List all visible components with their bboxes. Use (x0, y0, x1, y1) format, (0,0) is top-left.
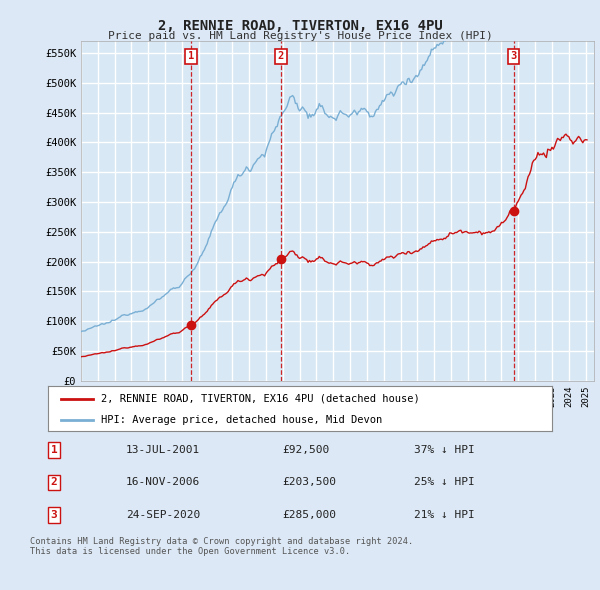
Text: £203,500: £203,500 (282, 477, 336, 487)
Text: 25% ↓ HPI: 25% ↓ HPI (414, 477, 475, 487)
Bar (281, 41, 331, 381)
Text: 2, RENNIE ROAD, TIVERTON, EX16 4PU (detached house): 2, RENNIE ROAD, TIVERTON, EX16 4PU (deta… (101, 394, 419, 404)
Text: £285,000: £285,000 (282, 510, 336, 520)
Text: 21% ↓ HPI: 21% ↓ HPI (414, 510, 475, 520)
Text: 2, RENNIE ROAD, TIVERTON, EX16 4PU: 2, RENNIE ROAD, TIVERTON, EX16 4PU (158, 19, 442, 33)
Text: 2: 2 (50, 477, 58, 487)
Text: 1: 1 (188, 51, 194, 61)
Text: 1: 1 (50, 445, 58, 455)
Text: 37% ↓ HPI: 37% ↓ HPI (414, 445, 475, 455)
Text: 13-JUL-2001: 13-JUL-2001 (126, 445, 200, 455)
Text: 24-SEP-2020: 24-SEP-2020 (126, 510, 200, 520)
Text: £92,500: £92,500 (282, 445, 329, 455)
Text: Price paid vs. HM Land Registry's House Price Index (HPI): Price paid vs. HM Land Registry's House … (107, 31, 493, 41)
Text: Contains HM Land Registry data © Crown copyright and database right 2024.
This d: Contains HM Land Registry data © Crown c… (30, 537, 413, 556)
Text: 3: 3 (50, 510, 58, 520)
Bar (81, 41, 191, 381)
Bar (514, 41, 564, 381)
Text: 2: 2 (278, 51, 284, 61)
Text: 3: 3 (511, 51, 517, 61)
Bar (191, 41, 241, 381)
Text: HPI: Average price, detached house, Mid Devon: HPI: Average price, detached house, Mid … (101, 415, 382, 425)
Text: 16-NOV-2006: 16-NOV-2006 (126, 477, 200, 487)
